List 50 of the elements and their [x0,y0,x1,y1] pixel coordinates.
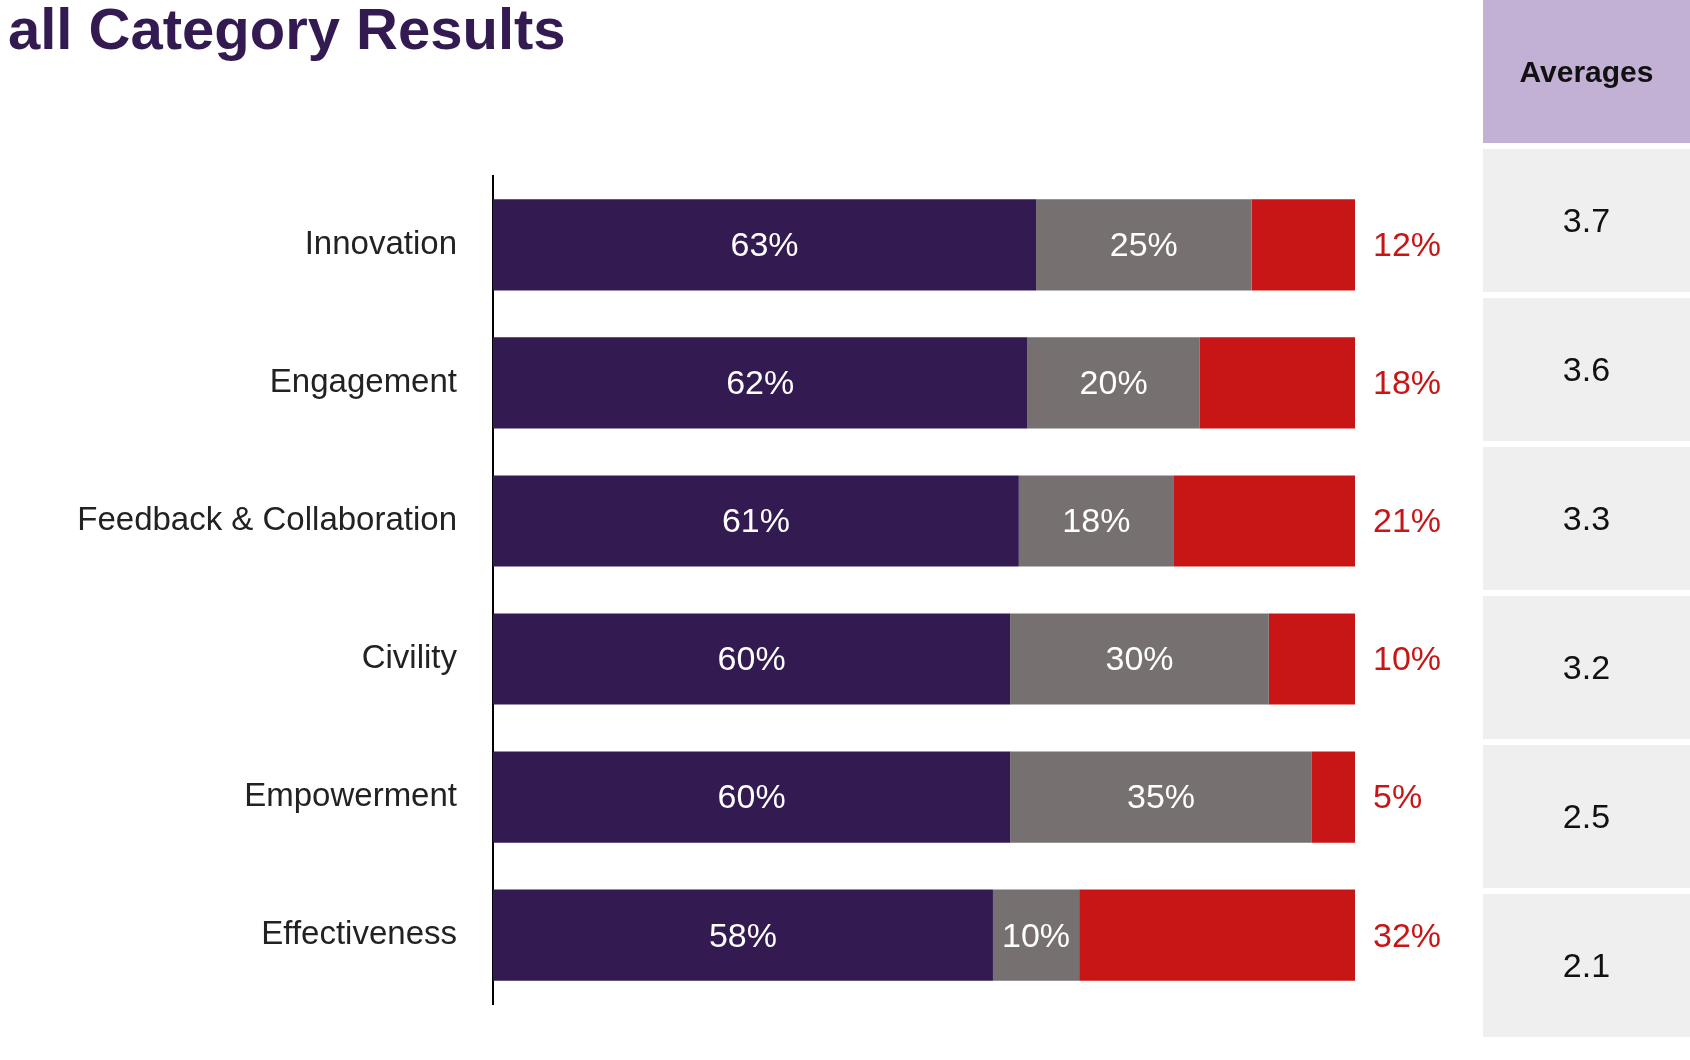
bar [493,199,1037,291]
data-label: 30% [1105,639,1174,678]
bar [493,889,993,981]
bar [1199,337,1355,429]
data-label: 60% [717,777,786,816]
bar [1018,475,1174,567]
bar [992,889,1080,981]
bar [1251,199,1355,291]
data-label: 12% [1373,225,1442,264]
data-label: 25% [1109,225,1178,264]
chart-title: all Category Results [8,0,566,61]
bar [1079,889,1355,981]
bar [1268,613,1355,705]
data-label: 32% [1373,915,1442,954]
bar [1010,751,1312,843]
text: Averages [1483,0,1690,143]
y-tick-label: Engagement [269,361,457,399]
data-label: 10% [1002,915,1071,954]
data-label: 21% [1373,501,1442,540]
y-tick-label: Feedback & Collaboration [77,500,457,538]
data-label: 60% [717,639,786,678]
data-label: 58% [708,915,778,954]
text: 3.2 [1483,596,1690,739]
bar [1036,199,1252,291]
bar [493,751,1011,843]
data-label: 20% [1079,363,1148,402]
data-label: 18% [1373,363,1442,402]
bar [493,475,1019,567]
bar [1010,613,1269,705]
data-label: 62% [726,363,795,402]
y-tick-label: Innovation [304,223,457,261]
text: 2.1 [1483,894,1690,1037]
text: 3.6 [1483,298,1690,441]
bar [493,613,1011,705]
data-label: 18% [1062,501,1131,540]
data-label: 61% [721,501,790,540]
data-label: 5% [1373,777,1423,816]
data-label: 10% [1373,639,1442,678]
bar [493,337,1028,429]
data-label: 35% [1127,777,1196,816]
data-label: 63% [730,225,799,264]
text: 3.3 [1483,447,1690,590]
bar [1173,475,1355,567]
y-tick-label: Effectiveness [261,914,457,952]
y-tick-label: Empowerment [244,776,457,814]
y-tick-label: Civility [361,638,458,676]
bar [1027,337,1200,429]
text: 2.5 [1483,745,1690,888]
bar [1311,751,1355,843]
text: 3.7 [1483,149,1690,292]
